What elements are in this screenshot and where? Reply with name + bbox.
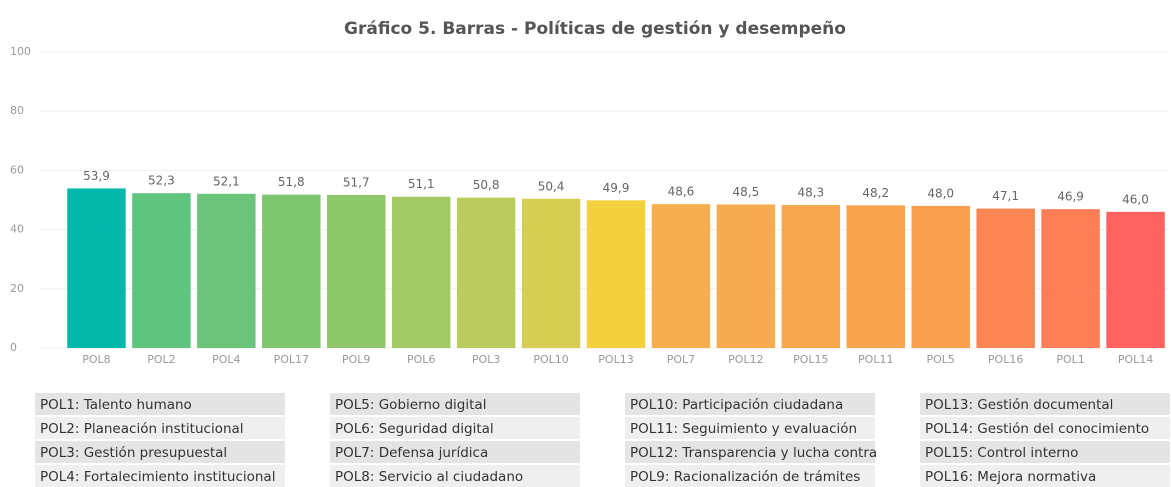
note-row bbox=[625, 465, 875, 487]
x-tick-label: POL2 bbox=[147, 353, 175, 366]
note-row bbox=[625, 393, 875, 415]
note-text: POL10: Participación ciudadana bbox=[630, 397, 843, 413]
x-tick-label: POL17 bbox=[274, 353, 309, 366]
y-tick-label: 40 bbox=[10, 223, 24, 236]
bar bbox=[976, 208, 1035, 348]
value-label: 52,1 bbox=[213, 174, 240, 188]
bar bbox=[67, 188, 126, 348]
x-tick-label: POL5 bbox=[926, 353, 954, 366]
bar bbox=[1041, 209, 1100, 348]
note-row bbox=[330, 393, 580, 415]
y-tick-label: 20 bbox=[10, 282, 24, 295]
note-row bbox=[920, 417, 1170, 439]
x-tick-label: POL11 bbox=[858, 353, 893, 366]
y-tick-label: 60 bbox=[10, 163, 24, 176]
x-tick-label: POL8 bbox=[82, 353, 110, 366]
note-text: POL9: Racionalización de trámites bbox=[630, 469, 860, 485]
chart-title: Gráfico 5. Barras - Políticas de gestión… bbox=[344, 19, 846, 39]
bar bbox=[327, 194, 386, 348]
note-text: POL3: Gestión presupuestal bbox=[40, 445, 227, 461]
x-tick-label: POL16 bbox=[988, 353, 1023, 366]
y-tick-label: 0 bbox=[10, 341, 17, 354]
value-label: 48,2 bbox=[862, 186, 889, 200]
x-tick-label: POL14 bbox=[1118, 353, 1153, 366]
note-row bbox=[330, 417, 580, 439]
bar bbox=[456, 197, 516, 348]
x-tick-label: POL13 bbox=[598, 353, 633, 366]
note-row bbox=[920, 393, 1170, 415]
value-label: 51,1 bbox=[408, 177, 435, 191]
bar bbox=[521, 198, 581, 348]
bar bbox=[262, 194, 321, 348]
x-tick-label: POL4 bbox=[212, 353, 240, 366]
value-label: 50,4 bbox=[538, 179, 565, 193]
note-text: POL8: Servicio al ciudadano bbox=[335, 469, 523, 485]
note-text: POL15: Control interno bbox=[925, 445, 1078, 461]
value-label: 48,3 bbox=[797, 186, 824, 200]
bar bbox=[391, 196, 451, 348]
note-text: POL16: Mejora normativa bbox=[925, 469, 1096, 485]
x-tick-label: POL3 bbox=[472, 353, 500, 366]
value-label: 48,6 bbox=[668, 185, 695, 199]
x-tick-label: POL7 bbox=[667, 353, 695, 366]
note-row bbox=[920, 465, 1170, 487]
note-text: POL12: Transparencia y lucha contra bbox=[630, 445, 877, 461]
value-label: 51,7 bbox=[343, 175, 370, 189]
value-label: 47,1 bbox=[992, 189, 1019, 203]
note-row bbox=[35, 393, 285, 415]
x-tick-label: POL6 bbox=[407, 353, 435, 366]
note-row bbox=[35, 465, 285, 487]
value-label: 46,0 bbox=[1122, 192, 1149, 206]
value-label: 52,3 bbox=[148, 174, 175, 188]
note-row bbox=[35, 441, 285, 463]
bar bbox=[846, 205, 905, 348]
value-label: 46,9 bbox=[1057, 190, 1084, 204]
x-tick-label: POL1 bbox=[1056, 353, 1084, 366]
note-row bbox=[625, 441, 875, 463]
note-text: POL1: Talento humano bbox=[40, 397, 192, 413]
value-label: 50,8 bbox=[473, 178, 500, 192]
note-row bbox=[920, 441, 1170, 463]
x-tick-label: POL12 bbox=[728, 353, 763, 366]
bar bbox=[651, 204, 711, 348]
bar bbox=[781, 205, 841, 348]
bar bbox=[716, 204, 776, 348]
note-text: POL2: Planeación institucional bbox=[40, 421, 244, 437]
x-tick-label: POL15 bbox=[793, 353, 828, 366]
note-row bbox=[330, 465, 580, 487]
bar bbox=[586, 200, 646, 348]
x-tick-label: POL10 bbox=[533, 353, 568, 366]
note-text: POL7: Defensa jurídica bbox=[335, 445, 488, 461]
note-row bbox=[35, 417, 285, 439]
y-tick-label: 80 bbox=[10, 104, 24, 117]
note-text: POL6: Seguridad digital bbox=[335, 421, 494, 437]
value-label: 48,5 bbox=[733, 185, 760, 199]
value-label: 49,9 bbox=[603, 181, 630, 195]
note-text: POL5: Gobierno digital bbox=[335, 397, 486, 413]
note-row bbox=[625, 417, 875, 439]
bar bbox=[197, 193, 256, 348]
value-label: 51,8 bbox=[278, 175, 305, 189]
y-tick-label: 100 bbox=[10, 45, 31, 58]
note-text: POL13: Gestión documental bbox=[925, 397, 1113, 413]
bar bbox=[911, 205, 970, 348]
note-text: POL11: Seguimiento y evaluación bbox=[630, 421, 857, 437]
note-text: POL4: Fortalecimiento institucional bbox=[40, 469, 275, 485]
value-label: 53,9 bbox=[83, 169, 110, 183]
bar bbox=[1106, 211, 1165, 348]
x-tick-label: POL9 bbox=[342, 353, 370, 366]
value-label: 48,0 bbox=[927, 186, 954, 200]
note-row bbox=[330, 441, 580, 463]
note-text: POL14: Gestión del conocimiento bbox=[925, 421, 1149, 437]
bar bbox=[132, 193, 191, 348]
